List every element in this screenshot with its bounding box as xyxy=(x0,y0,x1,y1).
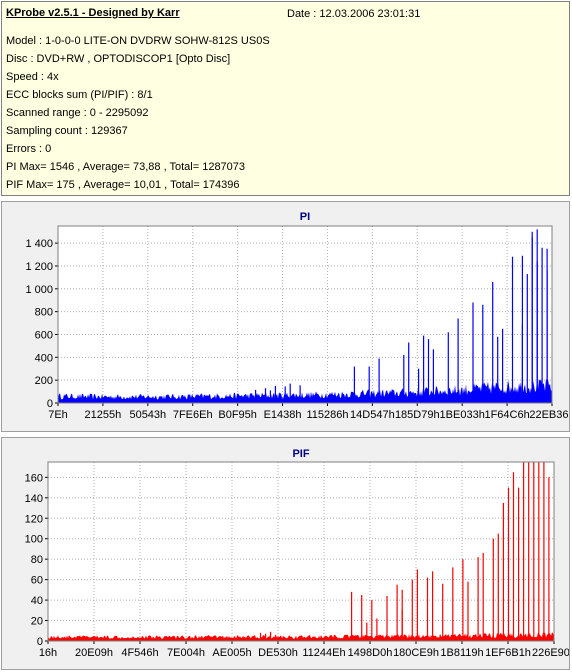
y-tick-label: 0 xyxy=(47,398,53,410)
y-tick-label: 1 000 xyxy=(25,284,53,296)
x-tick-label: 115286h xyxy=(306,409,348,421)
scan-date: Date : 12.03.2006 23:01:31 xyxy=(287,8,421,20)
x-tick-label: 50543h xyxy=(129,409,166,421)
x-tick-label: B0F95h xyxy=(218,409,257,421)
info-sampling-count: Sampling count : 129367 xyxy=(6,125,128,137)
y-tick-label: 40 xyxy=(31,595,43,607)
y-tick-label: 160 xyxy=(25,472,43,484)
y-tick-label: 800 xyxy=(35,307,53,319)
info-pif-summary: PIF Max= 175 , Average= 10,01 , Total= 1… xyxy=(6,179,240,191)
info-speed: Speed : 4x xyxy=(6,71,59,83)
x-tick-label: 1B8119h xyxy=(440,647,483,659)
pi-chart: PI 0 200 400 600 800 1 000 1 200 1 400 7Eh 21255h 5… xyxy=(25,211,572,421)
x-tick-label: 14D547h xyxy=(350,409,395,421)
x-tick-label: AE005h xyxy=(212,647,251,659)
x-tick-label: 180CE9h xyxy=(393,647,439,659)
x-tick-label: 16h xyxy=(39,647,57,659)
y-tick-label: 60 xyxy=(31,575,43,587)
y-tick-label: 20 xyxy=(31,616,43,628)
y-tick-label: 400 xyxy=(35,352,53,364)
y-tick-label: 1 200 xyxy=(25,261,53,273)
app-title: KProbe v2.5.1 - Designed by Karr xyxy=(6,7,180,19)
y-tick-label: 80 xyxy=(31,554,43,566)
y-tick-label: 140 xyxy=(25,493,43,505)
x-tick-label: 7Eh xyxy=(48,409,68,421)
pi-chart-panel: PI 0 200 400 600 800 1 000 1 200 1 400 7Eh 21255h 5… xyxy=(1,201,572,432)
x-tick-label: 185D79h xyxy=(395,409,440,421)
y-tick-label: 1 400 xyxy=(25,238,53,250)
plot-area xyxy=(57,225,553,404)
pif-chart: PIF 0 20 40 60 80 100 120 140 160 16h 20E09h 4F546h 7… xyxy=(25,448,572,659)
info-model: Model : 1-0-0-0 LITE-ON DVDRW SOHW-812S … xyxy=(6,35,270,47)
x-tick-label: 20E09h xyxy=(75,647,113,659)
x-tick-label: 1BE033h xyxy=(440,409,485,421)
info-scanned-range: Scanned range : 0 - 2295092 xyxy=(6,107,149,119)
plot-frame xyxy=(57,225,553,404)
x-tick-label: 1EF6B1h xyxy=(485,647,531,659)
x-tick-label: 21255h xyxy=(85,409,122,421)
scan-info-panel: KProbe v2.5.1 - Designed by Karr Date : … xyxy=(1,1,570,196)
x-tick-label: E1438h xyxy=(264,409,302,421)
x-tick-label: 22EB36h xyxy=(529,409,569,421)
x-tick-label: DE530h xyxy=(258,647,298,659)
chart-title: PIF xyxy=(292,448,309,460)
x-tick-label: 7E004h xyxy=(167,647,205,659)
x-tick-label: 1498D0h xyxy=(348,647,393,659)
pif-chart-panel: PIF 0 20 40 60 80 100 120 140 160 16h 20E09h 4F546h 7… xyxy=(1,437,572,670)
y-tick-label: 100 xyxy=(25,534,43,546)
x-tick-label: 226E90h xyxy=(532,647,569,659)
plot-area xyxy=(47,461,555,642)
x-tick-label: 1F64C6h xyxy=(484,409,529,421)
y-tick-label: 0 xyxy=(37,636,43,648)
y-tick-label: 600 xyxy=(35,329,53,341)
info-errors: Errors : 0 xyxy=(6,143,52,155)
y-tick-label: 200 xyxy=(35,375,53,387)
info-disc: Disc : DVD+RW , OPTODISCOP1 [Opto Disc] xyxy=(6,53,231,65)
chart-title: PI xyxy=(300,211,310,223)
info-ecc: ECC blocks sum (PI/PIF) : 8/1 xyxy=(6,89,153,101)
y-tick-label: 120 xyxy=(25,513,43,525)
x-tick-label: 4F546h xyxy=(121,647,158,659)
info-pi-summary: PI Max= 1546 , Average= 73,88 , Total= 1… xyxy=(6,161,246,173)
x-tick-label: 7FE6Eh xyxy=(173,409,213,421)
x-tick-label: 11244Eh xyxy=(302,647,345,659)
plot-frame xyxy=(47,461,555,642)
